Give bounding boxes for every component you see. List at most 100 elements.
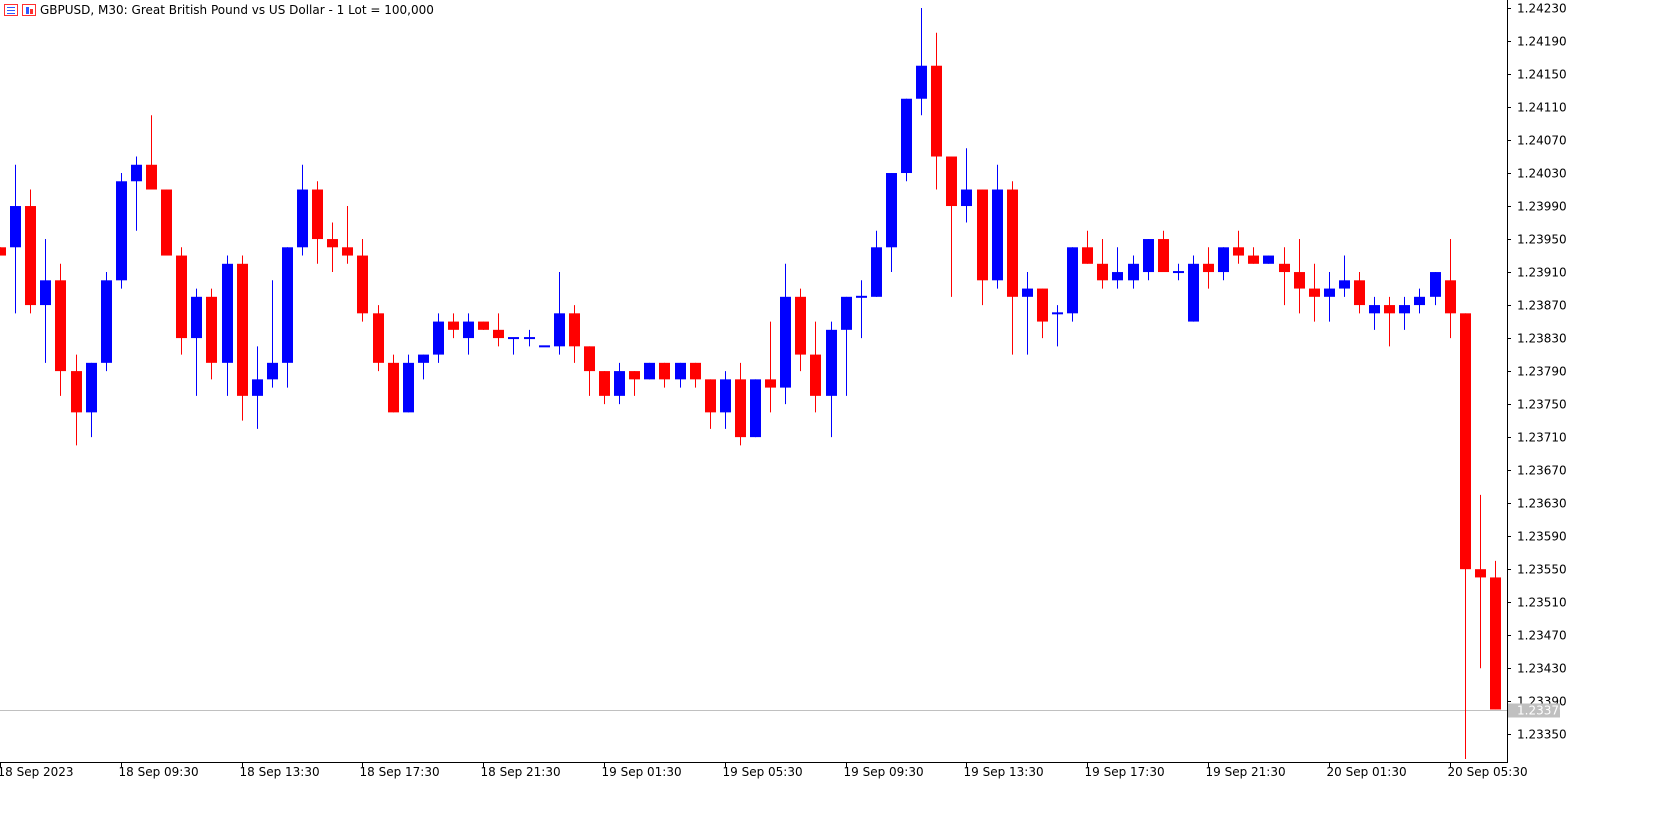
- candle-body: [131, 164, 142, 182]
- candle: [1490, 560, 1501, 710]
- candle-body: [1007, 189, 1018, 297]
- candle: [327, 222, 338, 273]
- candle: [1445, 239, 1456, 339]
- candle: [1233, 230, 1244, 264]
- candle-body: [1460, 313, 1471, 570]
- candle-body: [1218, 247, 1229, 273]
- candle-body: [826, 329, 837, 396]
- candle: [1430, 272, 1441, 306]
- candle-body: [357, 255, 368, 314]
- candle-body: [463, 321, 474, 339]
- candle: [463, 313, 474, 355]
- candle: [161, 189, 172, 256]
- candle: [433, 313, 444, 363]
- candle: [659, 362, 670, 388]
- candle-body: [403, 362, 414, 413]
- candle-body: [946, 156, 957, 207]
- candle-body: [992, 189, 1003, 281]
- candle-body: [1112, 272, 1123, 281]
- candle: [357, 239, 368, 322]
- candle: [856, 280, 867, 339]
- chart-type-icon[interactable]: [22, 4, 36, 16]
- candle: [403, 354, 414, 413]
- candle: [1203, 247, 1214, 289]
- candle: [1324, 272, 1335, 322]
- candle-body: [539, 345, 550, 348]
- candle: [569, 305, 580, 363]
- candle: [629, 371, 640, 396]
- candle-body: [961, 189, 972, 207]
- candle: [1112, 247, 1123, 289]
- candle: [750, 379, 761, 438]
- candle-body: [1490, 577, 1501, 710]
- time-tick-label: 19 Sep 05:30: [723, 765, 803, 779]
- candle-body: [176, 255, 187, 339]
- candle-body: [493, 329, 504, 339]
- candle: [614, 362, 625, 405]
- candle: [86, 362, 97, 438]
- candle: [282, 247, 293, 388]
- candle-body: [524, 337, 535, 340]
- candle-body: [448, 321, 459, 330]
- time-tick-label: 18 Sep 2023: [0, 765, 74, 779]
- candle: [101, 272, 112, 372]
- candle-body: [856, 295, 867, 298]
- candle-body: [720, 379, 731, 413]
- candle: [1097, 239, 1108, 289]
- candle: [1294, 239, 1305, 314]
- price-tick-label: 1.23990: [1517, 200, 1567, 214]
- candle-body: [1384, 305, 1395, 314]
- chart-list-icon[interactable]: [4, 4, 18, 16]
- candle: [1354, 272, 1365, 314]
- time-tick-label: 20 Sep 05:30: [1448, 765, 1528, 779]
- candle-body: [282, 247, 293, 363]
- candle-body: [1294, 272, 1305, 289]
- candle-body: [312, 189, 323, 240]
- candle-body: [614, 371, 625, 396]
- price-tick-label: 1.23550: [1517, 563, 1567, 577]
- candle-body: [675, 362, 686, 380]
- candle-body: [901, 98, 912, 174]
- time-tick-label: 19 Sep 13:30: [964, 765, 1044, 779]
- candle-body: [86, 362, 97, 413]
- candle: [1369, 296, 1380, 330]
- candle: [146, 115, 157, 190]
- time-tick-label: 18 Sep 17:30: [360, 765, 440, 779]
- candle-body: [1414, 296, 1425, 306]
- candle: [25, 189, 36, 314]
- candle: [871, 230, 882, 297]
- candle: [584, 346, 595, 396]
- candle-body: [795, 296, 806, 355]
- candle-body: [1052, 312, 1063, 315]
- candle-body: [373, 313, 384, 363]
- candle-body: [342, 247, 353, 256]
- candle-body: [297, 189, 308, 248]
- price-tick-label: 1.23790: [1517, 365, 1567, 379]
- price-tick-label: 1.23510: [1517, 596, 1567, 610]
- price-tick-label: 1.23430: [1517, 662, 1567, 676]
- candle: [1279, 247, 1290, 306]
- candle-body: [1324, 288, 1335, 297]
- candle-body: [765, 379, 776, 388]
- candle: [1173, 263, 1184, 281]
- candle: [493, 313, 504, 347]
- candle: [1067, 247, 1078, 322]
- candle: [1218, 247, 1229, 281]
- candle: [675, 362, 686, 388]
- candle-body: [146, 164, 157, 190]
- candle: [1384, 296, 1395, 347]
- candle-body: [584, 346, 595, 372]
- candle: [690, 362, 701, 388]
- price-tick-label: 1.23470: [1517, 629, 1567, 643]
- candle: [297, 164, 308, 256]
- candle-body: [1399, 305, 1410, 314]
- price-tick-label: 1.23710: [1517, 431, 1567, 445]
- candle-body: [1143, 239, 1154, 273]
- candle-body: [25, 206, 36, 306]
- candle: [1475, 494, 1486, 669]
- candle: [0, 247, 6, 256]
- candle-body: [569, 313, 580, 347]
- price-tick-label: 1.24190: [1517, 35, 1567, 49]
